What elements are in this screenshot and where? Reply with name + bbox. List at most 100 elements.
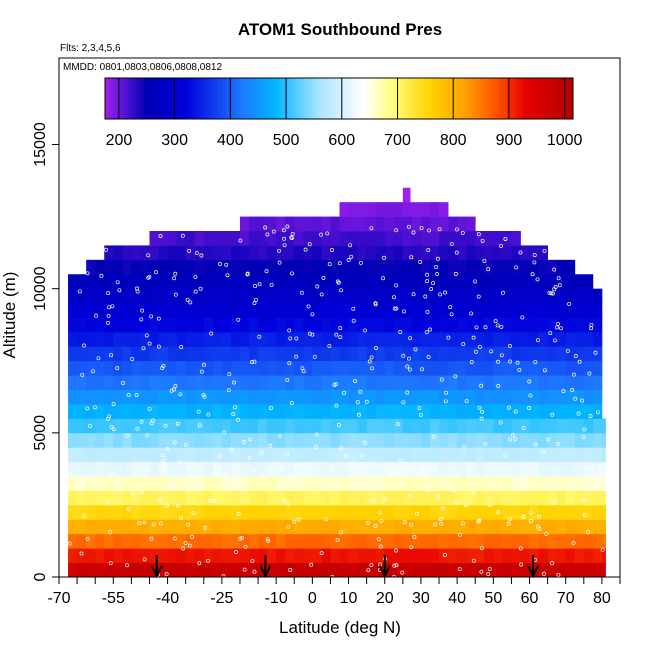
heatmap-cell bbox=[556, 418, 567, 434]
heatmap-cell bbox=[303, 533, 313, 549]
heatmap-cell bbox=[457, 533, 467, 549]
heatmap-cell bbox=[294, 562, 304, 578]
heatmap-cell bbox=[520, 303, 530, 318]
heatmap-cell bbox=[556, 461, 567, 477]
sample-point bbox=[439, 521, 444, 526]
sample-point bbox=[411, 230, 416, 235]
colorbar-tick-label: 900 bbox=[496, 132, 523, 149]
heatmap-cell bbox=[321, 245, 331, 261]
sample-point bbox=[286, 524, 291, 529]
heatmap-cell bbox=[203, 231, 214, 246]
sample-point bbox=[130, 491, 135, 496]
heatmap-cell bbox=[140, 447, 150, 463]
heatmap-cell bbox=[239, 231, 250, 246]
sample-point bbox=[312, 354, 317, 359]
heatmap-cell bbox=[230, 346, 241, 362]
sample-point bbox=[363, 440, 367, 445]
heatmap-cell bbox=[158, 360, 168, 376]
colorbar-segment bbox=[167, 78, 172, 119]
heatmap-cell bbox=[348, 447, 358, 463]
heatmap-cell bbox=[339, 548, 349, 563]
heatmap-cell bbox=[221, 231, 232, 246]
heatmap-cell bbox=[321, 259, 331, 275]
heatmap-cell bbox=[303, 375, 313, 390]
heatmap-cell bbox=[574, 548, 585, 563]
heatmap-cell bbox=[86, 360, 96, 376]
heatmap-cell bbox=[194, 461, 205, 477]
heatmap-cell bbox=[375, 375, 386, 390]
heatmap-cell bbox=[330, 245, 340, 261]
heatmap-cell bbox=[547, 562, 558, 578]
heatmap-cell bbox=[68, 447, 78, 463]
heatmap-cell bbox=[357, 490, 368, 506]
heatmap-cell bbox=[312, 562, 322, 578]
heatmap-cell bbox=[239, 245, 250, 261]
heatmap-cell bbox=[466, 548, 476, 563]
heatmap-cell bbox=[592, 447, 603, 463]
heatmap-cell bbox=[348, 533, 358, 549]
sample-point bbox=[431, 281, 435, 286]
heatmap-cell bbox=[375, 404, 386, 419]
heatmap-cell bbox=[547, 274, 558, 290]
heatmap-cell bbox=[285, 216, 295, 232]
heatmap-cell bbox=[267, 216, 277, 232]
heatmap-cell bbox=[565, 389, 576, 405]
sample-point bbox=[576, 411, 581, 416]
colorbar-segment bbox=[175, 78, 180, 119]
heatmap-cell bbox=[203, 375, 214, 390]
heatmap-cell bbox=[574, 490, 585, 506]
heatmap-cell bbox=[448, 231, 458, 246]
colorbar-segment bbox=[151, 78, 157, 119]
heatmap-cell bbox=[411, 519, 422, 535]
heatmap-cell bbox=[411, 476, 422, 491]
heatmap-cell bbox=[411, 274, 422, 290]
sample-point bbox=[533, 442, 538, 447]
heatmap-cell bbox=[457, 404, 467, 419]
heatmap-cell bbox=[86, 447, 96, 463]
sample-point bbox=[595, 410, 600, 415]
heatmap-cell bbox=[339, 346, 349, 362]
heatmap-cell bbox=[122, 562, 132, 578]
sample-point bbox=[507, 405, 511, 410]
heatmap-cell bbox=[348, 476, 358, 491]
heatmap-cell bbox=[167, 274, 178, 290]
heatmap-cell bbox=[294, 360, 304, 376]
colorbar-segment bbox=[401, 78, 406, 119]
heatmap-cell bbox=[194, 432, 205, 448]
colorbar-segment bbox=[545, 78, 551, 119]
heatmap-cell bbox=[411, 418, 422, 434]
sample-point bbox=[360, 453, 365, 458]
heatmap-cell bbox=[439, 274, 449, 290]
heatmap-cell bbox=[158, 389, 168, 405]
sample-point bbox=[186, 522, 191, 527]
sample-point bbox=[388, 472, 393, 477]
heatmap-cell bbox=[267, 245, 277, 261]
heatmap-cell bbox=[529, 490, 539, 506]
heatmap-cell bbox=[475, 548, 485, 563]
heatmap-cell bbox=[448, 389, 458, 405]
sample-point bbox=[475, 471, 479, 476]
heatmap-cell bbox=[484, 303, 494, 318]
heatmap-cell bbox=[167, 476, 178, 491]
sample-point bbox=[528, 519, 533, 523]
heatmap-cell bbox=[140, 274, 150, 290]
heatmap-cell bbox=[475, 418, 485, 434]
heatmap-cell bbox=[429, 504, 440, 520]
sample-point bbox=[405, 364, 410, 369]
heatmap-cell bbox=[565, 432, 576, 448]
heatmap-cell bbox=[538, 245, 549, 261]
x-tick-label: 50 bbox=[484, 590, 502, 607]
heatmap-cell bbox=[77, 389, 87, 405]
heatmap-cell bbox=[330, 533, 340, 549]
heatmap-cell bbox=[375, 274, 386, 290]
heatmap-cell bbox=[448, 548, 458, 563]
colorbar-segment bbox=[428, 78, 434, 119]
sample-point bbox=[392, 295, 396, 300]
heatmap-cell bbox=[194, 274, 205, 290]
sample-point bbox=[336, 280, 341, 285]
heatmap-cell bbox=[457, 360, 467, 376]
colorbar-segment bbox=[420, 78, 426, 119]
colorbar-segment bbox=[194, 78, 200, 119]
colorbar-segment bbox=[514, 78, 519, 119]
heatmap-cell bbox=[185, 476, 196, 491]
